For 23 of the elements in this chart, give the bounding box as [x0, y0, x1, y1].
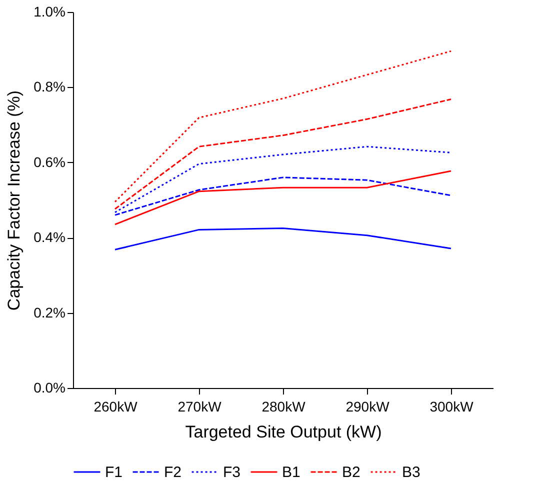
legend-label: B1: [282, 464, 300, 481]
line-series: [114, 227, 452, 250]
x-tick-label: 280kW: [262, 398, 306, 414]
x-tick-label: 290kW: [346, 398, 390, 414]
x-tick-label: 300kW: [430, 398, 474, 414]
y-tick-label: 0.6%: [34, 154, 66, 170]
y-tick-label: 0.8%: [34, 78, 66, 95]
legend-label: F2: [164, 464, 182, 481]
legend-label: F3: [223, 464, 241, 481]
x-tick-label: 260kW: [94, 398, 138, 414]
line-series: [114, 50, 452, 203]
line-series: [114, 98, 452, 210]
y-tick-label: 0.2%: [34, 304, 66, 320]
y-tick-label: 0.0%: [34, 380, 66, 396]
y-axis-title: Capacity Factor Increase (%): [4, 90, 24, 311]
y-tick-label: 1.0%: [34, 4, 66, 20]
legend-label: F1: [105, 464, 123, 481]
legend-label: B2: [342, 464, 360, 481]
line-series: [114, 146, 452, 214]
y-tick-label: 0.4%: [34, 229, 66, 246]
x-axis-title: Targeted Site Output (kW): [185, 422, 382, 442]
legend-label: B3: [402, 464, 420, 481]
x-tick-label: 270kW: [178, 398, 222, 414]
